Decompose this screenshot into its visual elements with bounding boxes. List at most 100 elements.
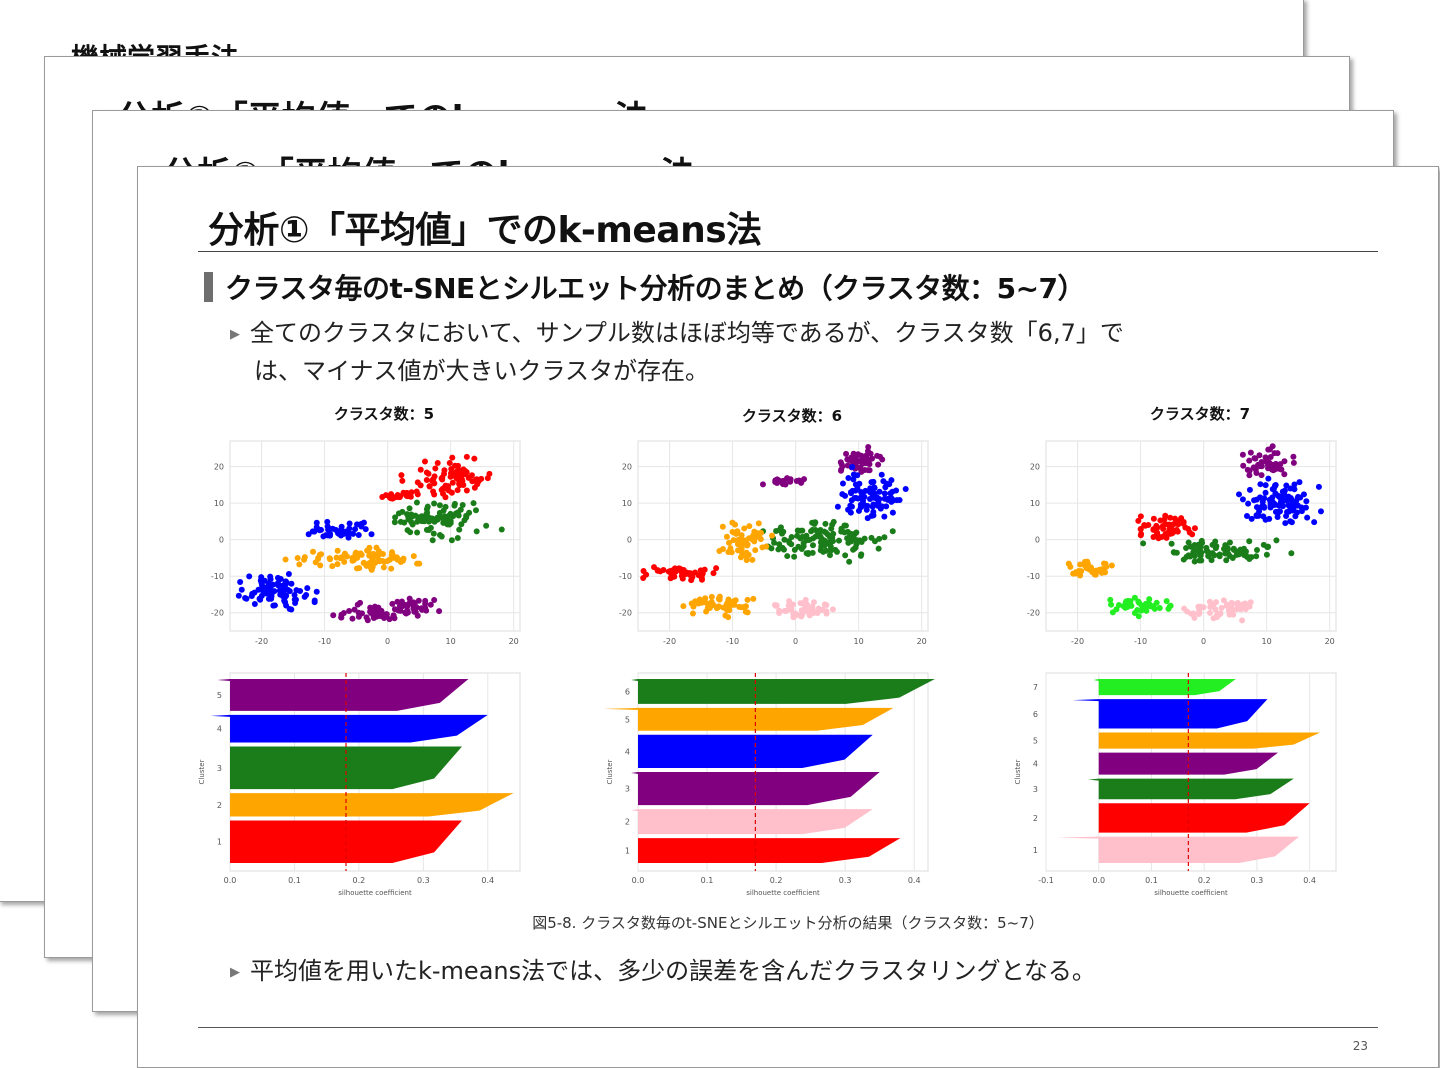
bullet-2-text: 平均値を用いたk-means法では、多少の誤差を含んだクラスタリングとなる。: [250, 957, 1096, 985]
scatter-point-green: [483, 522, 490, 529]
scatter-point-blue: [1276, 494, 1283, 501]
scatter-point-blue: [1261, 504, 1268, 511]
silhouette-cluster-5: [1098, 732, 1321, 749]
scatter-point-blue: [845, 474, 852, 481]
tsne-chart-k6: -20 -10 0 10 20 20 10 0 -10 -20: [598, 435, 938, 655]
y-tick-label: -20: [211, 609, 224, 618]
x-tick-label: 0.3: [1251, 876, 1264, 885]
scatter-point-purple: [1258, 472, 1265, 479]
panel-title-7: クラスタ数：7: [1149, 405, 1251, 423]
scatter-point-red: [1158, 533, 1165, 540]
scatter-point-blue: [1267, 504, 1274, 511]
scatter-point-purple: [355, 613, 362, 620]
scatter-point-blue: [265, 580, 272, 587]
scatter-point-red: [475, 478, 482, 485]
scatter-point-orange: [728, 549, 735, 556]
scatter-point-purple: [351, 606, 358, 613]
scatter-point-red: [1160, 525, 1167, 532]
scatter-point-orange: [1099, 566, 1106, 573]
x-tick-label: 10: [854, 637, 864, 646]
scatter-point-red: [713, 565, 720, 572]
scatter-point-purple: [1265, 461, 1272, 468]
scatter-point-orange: [750, 595, 757, 602]
scatter-point-pink: [1233, 600, 1240, 607]
scatter-point-purple: [866, 467, 873, 474]
scatter-point-red: [701, 566, 708, 573]
scatter-point-green: [440, 507, 447, 514]
scatter-point-green: [786, 539, 793, 546]
scatter-point-purple: [381, 614, 388, 621]
scatter-point-orange: [689, 610, 696, 617]
scatter-point-lime: [1131, 594, 1138, 601]
silhouette-cluster-6: [631, 679, 935, 704]
scatter-point-red: [1191, 525, 1198, 532]
scatter-point-pink: [1181, 605, 1188, 612]
x-tick-label: -20: [663, 637, 676, 646]
scatter-point-purple: [411, 601, 418, 608]
silhouette-cluster-2: [1098, 803, 1310, 833]
scatter-point-blue: [238, 586, 245, 593]
scatter-point-green: [841, 522, 848, 529]
scatter-point-green: [433, 516, 440, 523]
scatter-point-orange: [1077, 572, 1084, 579]
scatter-point-blue: [1317, 508, 1324, 515]
scatter-point-red: [463, 453, 470, 460]
scatter-point-blue: [1281, 490, 1288, 497]
scatter-point-green: [440, 516, 447, 523]
scatter-point-green: [881, 534, 888, 541]
silhouette-chart-k7: -0.1 0.0 0.1 0.2 0.3 0.4 silhouette coefficien…: [1006, 667, 1346, 905]
scatter-point-green: [424, 503, 431, 510]
scatter-point-red: [1161, 516, 1168, 523]
scatter-point-blue: [270, 602, 277, 609]
scatter-point-green: [1230, 546, 1237, 553]
y-axis-label: Cluster: [1014, 759, 1022, 784]
scatter-point-blue: [896, 497, 903, 504]
scatter-point-purple: [419, 606, 426, 613]
scatter-point-orange: [366, 552, 373, 559]
scatter-point-green: [498, 526, 505, 533]
scatter-point-orange: [327, 556, 334, 563]
scatter-point-green: [1253, 553, 1260, 560]
scatter-point-green: [1187, 543, 1194, 550]
scatter-point-blue: [256, 595, 263, 602]
scatter-point-red: [1162, 521, 1169, 528]
bullet-2: ▶ 平均値を用いたk-means法では、多少の誤差を含んだクラスタリングとなる。: [230, 953, 1096, 991]
scatter-point-blue: [1291, 481, 1298, 488]
scatter-point-blue: [338, 523, 345, 530]
scatter-point-blue: [839, 480, 846, 487]
bullet-1-text-1: 全てのクラスタにおいて、サンプル数はほぼ均等であるが、クラスタ数「6,7」で: [250, 319, 1124, 347]
scatter-point-blue: [282, 581, 289, 588]
scatter-point-orange: [334, 547, 341, 554]
y-tick-label: 0: [1035, 536, 1040, 545]
scatter-point-orange: [1072, 570, 1079, 577]
scatter-point-orange: [768, 532, 775, 539]
scatter-point-red: [453, 474, 460, 481]
scatter-point-red: [458, 480, 465, 487]
scatter-point-orange: [752, 547, 759, 554]
scatter-point-purple: [386, 616, 393, 623]
scatter-point-blue: [1304, 514, 1311, 521]
scatter-point-blue: [313, 519, 320, 526]
scatter-point-purple: [376, 609, 383, 616]
scatter-point-green: [1288, 550, 1295, 557]
scatter-point-green: [889, 528, 896, 535]
scatter-point-purple: [330, 612, 337, 619]
scatter-point-orange: [692, 598, 699, 605]
scatter-point-blue: [1284, 508, 1291, 515]
x-tick-label: 0.0: [224, 876, 237, 885]
scatter-point-orange: [725, 614, 732, 621]
scatter-point-pink: [792, 610, 799, 617]
scatter-point-green: [470, 500, 477, 507]
scatter-point-green: [448, 537, 455, 544]
scatter-point-orange: [1077, 561, 1084, 568]
scatter-point-green: [391, 519, 398, 526]
y-tick-label: -10: [211, 572, 224, 581]
scatter-point-red: [399, 477, 406, 484]
scatter-point-green: [395, 510, 402, 517]
scatter-point-orange: [734, 528, 741, 535]
y-tick-label: 1: [1033, 846, 1038, 855]
y-tick-label: -10: [1027, 572, 1040, 581]
scatter-point-red: [426, 483, 433, 490]
scatter-point-orange: [394, 556, 401, 563]
y-tick-label: 4: [1033, 760, 1038, 769]
